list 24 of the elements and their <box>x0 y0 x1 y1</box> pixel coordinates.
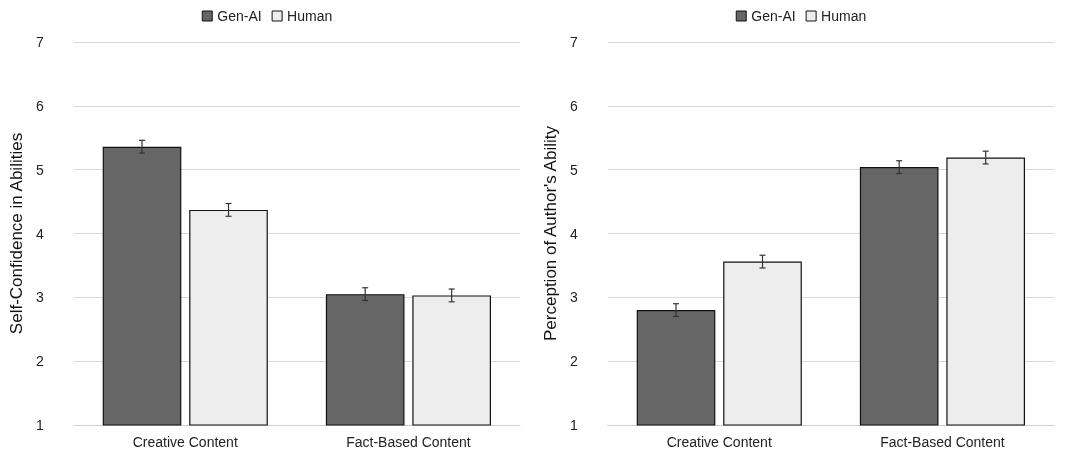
y-tick-label: 1 <box>569 417 578 433</box>
x-tick-label: Creative Content <box>666 434 772 450</box>
y-tick-label: 3 <box>35 289 44 306</box>
y-tick-label: 4 <box>35 225 44 242</box>
y-tick-label: 5 <box>35 161 44 178</box>
legend-label: Human <box>287 8 333 24</box>
y-tick-label: 4 <box>569 225 578 242</box>
y-tick-label: 7 <box>35 34 44 50</box>
y-tick-label: 6 <box>569 97 578 114</box>
legend-label: Human <box>821 8 867 24</box>
y-tick-label: 1 <box>35 417 44 433</box>
y-tick-label: 5 <box>569 161 578 178</box>
y-tick-label: 7 <box>569 34 578 50</box>
x-tick-label: Creative Content <box>132 434 238 450</box>
y-axis-title: Self-Confidence in Abilities <box>7 132 26 335</box>
legend-label: Gen-AI <box>217 8 262 24</box>
legend-label: Gen-AI <box>751 8 796 24</box>
y-axis-title: Perception of Author's Ability <box>541 125 560 341</box>
y-tick-label: 6 <box>35 97 44 114</box>
y-tick-label: 2 <box>35 353 44 370</box>
x-tick-label: Fact-Based Content <box>880 434 1005 450</box>
y-tick-label: 3 <box>569 289 578 306</box>
y-tick-label: 2 <box>569 353 578 370</box>
x-tick-label: Fact-Based Content <box>346 434 471 450</box>
